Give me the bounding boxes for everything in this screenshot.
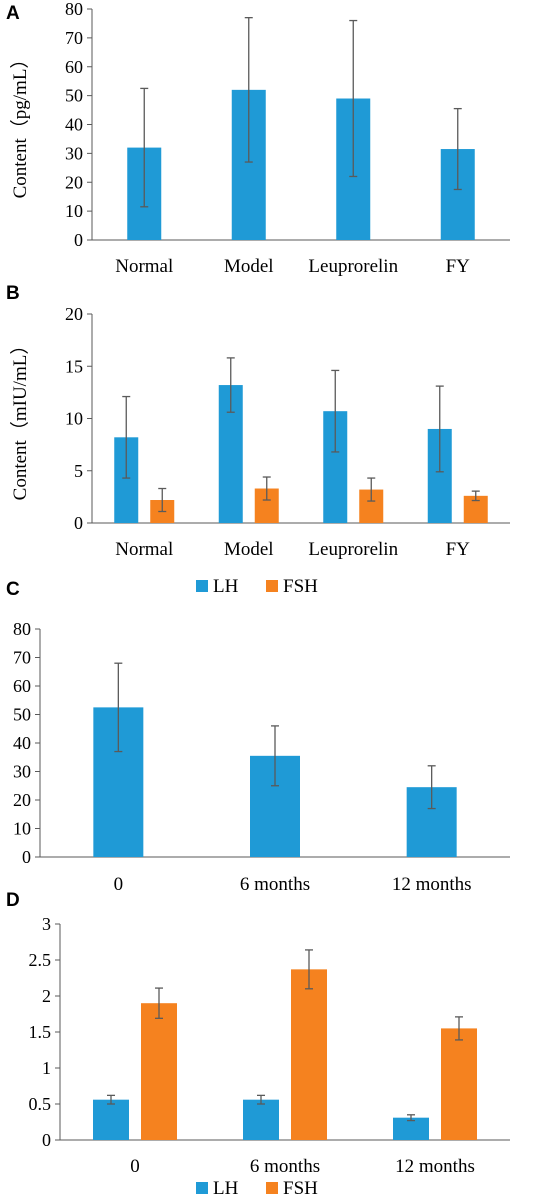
bar-lh <box>93 1099 129 1140</box>
y-axis-label: Content（mIU/mL） <box>9 336 31 501</box>
panel-b: B 0 5 10 15 20 Content（mIU/mL） Normal Model Leupr… <box>6 283 510 597</box>
y-tick-label: 30 <box>13 762 31 782</box>
y-tick-label: 3 <box>42 914 51 934</box>
y-tick-label: 1.5 <box>29 1022 52 1042</box>
legend-label-fsh: FSH <box>283 1178 318 1199</box>
y-tick-label: 20 <box>65 172 83 192</box>
y-tick-label: 10 <box>65 201 83 221</box>
y-tick-label: 60 <box>65 57 83 77</box>
y-tick-label: 40 <box>13 733 31 753</box>
category-label: Normal <box>115 256 173 277</box>
y-tick-label: 5 <box>74 461 83 481</box>
category-label: Model <box>224 539 274 560</box>
bar-lh <box>243 1099 279 1140</box>
panel-d: D 0 0.5 1 1.5 2 2.5 3 0 6 months 12 months LH FSH <box>6 890 510 1199</box>
y-tick-label: 2.5 <box>29 950 52 970</box>
category-label: Leuprorelin <box>308 539 398 560</box>
panel-letter: C <box>6 579 20 600</box>
category-label: Normal <box>115 539 173 560</box>
category-label: 12 months <box>395 1156 475 1177</box>
y-tick-label: 50 <box>13 705 31 725</box>
category-label: 6 months <box>250 1156 320 1177</box>
y-tick-label: 10 <box>13 819 31 839</box>
panel-letter: B <box>6 283 20 304</box>
panel-a: A 0 10 20 30 40 50 60 70 80 Content（pg/mL） Normal Mo… <box>6 0 510 277</box>
y-tick-label: 0.5 <box>29 1094 52 1114</box>
y-tick-label: 0 <box>42 1130 51 1150</box>
category-label: Model <box>224 256 274 277</box>
y-tick-label: 30 <box>65 143 83 163</box>
bar-fsh <box>291 969 327 1140</box>
y-tick-label: 20 <box>13 790 31 810</box>
legend-swatch-fsh <box>266 580 278 592</box>
y-tick-label: 70 <box>13 648 31 668</box>
y-tick-label: 20 <box>65 304 83 324</box>
legend-swatch-lh <box>196 1182 208 1194</box>
y-tick-label: 60 <box>13 676 31 696</box>
y-tick-label: 10 <box>65 409 83 429</box>
category-label: 6 months <box>240 874 310 895</box>
y-tick-label: 2 <box>42 986 51 1006</box>
category-label: 0 <box>114 874 124 895</box>
y-tick-label: 1 <box>42 1058 51 1078</box>
y-tick-label: 0 <box>74 230 83 250</box>
bar-fsh <box>441 1028 477 1140</box>
y-tick-label: 80 <box>65 0 83 19</box>
y-axis-label: Content（pg/mL） <box>9 50 31 199</box>
category-label: 0 <box>130 1156 140 1177</box>
y-tick-label: 70 <box>65 28 83 48</box>
y-tick-label: 0 <box>22 847 31 867</box>
panel-letter: D <box>6 890 20 911</box>
y-tick-label: 15 <box>65 356 83 376</box>
category-label: Leuprorelin <box>308 256 398 277</box>
y-tick-label: 40 <box>65 115 83 135</box>
bar-lh <box>393 1117 429 1140</box>
legend-swatch-fsh <box>266 1182 278 1194</box>
category-label: FY <box>446 256 471 277</box>
legend-swatch-lh <box>196 580 208 592</box>
category-label: FY <box>446 539 471 560</box>
bar-fsh <box>141 1003 177 1140</box>
panel-letter: A <box>6 3 20 24</box>
y-tick-label: 0 <box>74 513 83 533</box>
legend-label-lh: LH <box>213 576 239 597</box>
panel-c: C 0 10 20 30 40 50 60 70 80 0 6 months 12 months <box>6 579 510 895</box>
legend-label-fsh: FSH <box>283 576 318 597</box>
y-tick-label: 80 <box>13 619 31 639</box>
legend-label-lh: LH <box>213 1178 239 1199</box>
y-tick-label: 50 <box>65 86 83 106</box>
category-label: 12 months <box>392 874 472 895</box>
